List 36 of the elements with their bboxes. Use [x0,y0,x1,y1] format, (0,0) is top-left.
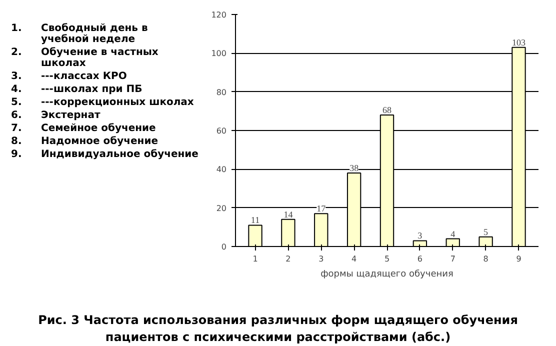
x-tick-label: 3 [318,254,324,264]
text: 1. Свободный день в учебной неделе [11,23,148,45]
text: 6. Экстернат [11,110,100,121]
text: Рис. 3 Частота использования различных форм щадящего обучения пациентов с психическими расстройствами (абс.) [37,312,519,346]
x-tick-label: 6 [417,254,422,264]
x-tick-label: 8 [483,254,488,264]
x-axis-title: формы щадящего обучения [320,270,454,280]
y-tick-label: 20 [216,204,227,213]
text: 7. Семейное обучение [11,123,156,134]
text: 2. Обучение в частных школах [11,47,158,69]
x-tick-label: 4 [352,254,357,264]
y-tick-label: 100 [211,49,227,58]
text: 5. ---коррекционных школах [11,97,194,108]
data-label: 17 [316,204,326,214]
data-label: 4 [450,228,456,239]
y-tick-label: 40 [216,165,227,174]
data-label: 14 [284,209,294,220]
text: 3. ---классах КРО [11,71,127,82]
text: 4. ---школах при ПБ [11,84,142,95]
y-tick-label: 120 [211,10,227,20]
y-tick-label: 0 [221,242,227,252]
data-label: 103 [512,37,526,48]
data-label: 5 [484,226,489,237]
text: 9. Индивидуальное обучение [11,149,198,160]
data-label: 3 [418,230,423,241]
y-tick-label: 60 [216,126,227,136]
x-tick-label: 1 [252,254,258,264]
y-tick-label: 80 [216,88,227,97]
x-tick-label: 5 [384,254,390,264]
data-label: 38 [350,163,360,174]
x-tick-label: 7 [450,254,456,264]
data-label: 11 [250,215,260,226]
text: 8. Надомное обучение [11,136,158,147]
x-tick-label: 2 [286,254,291,264]
x-tick-label: 9 [516,254,522,264]
data-label: 68 [382,105,392,116]
